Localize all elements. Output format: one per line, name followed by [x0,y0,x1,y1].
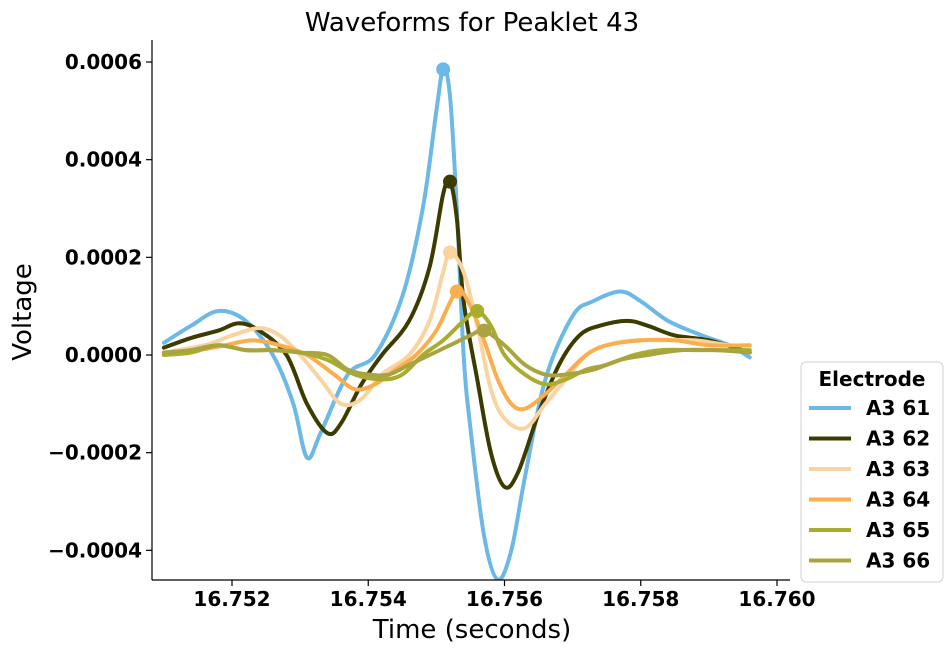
legend-label: A3 62 [866,427,930,451]
peak-marker-a3-65 [470,304,485,319]
x-tick-label: 16.752 [193,587,270,611]
legend-title: Electrode [819,367,926,391]
y-tick-label: −0.0004 [48,538,142,562]
legend-label: A3 63 [866,457,930,481]
legend-box [800,361,944,583]
x-tick-label: 16.754 [330,587,407,611]
y-ticks: −0.0004 −0.0002 0.0000 0.0002 0.0004 0.0006 [48,50,152,562]
series-line-a3-62 [161,177,752,490]
legend-label: A3 65 [866,518,930,542]
x-tick-label: 16.756 [466,587,543,611]
y-tick-label: 0.0002 [65,245,142,269]
x-tick-label: 16.760 [738,587,815,611]
peak-marker-a3-66 [477,323,492,338]
y-tick-label: −0.0002 [48,441,142,465]
series-line-a3-64 [161,288,752,412]
x-tick-label: 16.758 [602,587,679,611]
peak-marker-a3-62 [443,174,457,189]
peak-marker-a3-61 [436,62,451,77]
peak-marker-a3-63 [443,245,457,260]
y-tick-label: 0.0006 [65,50,142,74]
axes [151,40,790,581]
x-ticks: 16.752 16.754 16.756 16.758 16.760 [193,580,816,611]
chart-title: Waveforms for Peaklet 43 [305,8,639,38]
legend-label: A3 64 [866,488,930,512]
legend-label: A3 66 [866,549,930,573]
legend: Electrode A3 61 A3 62 A3 63 A3 64 A3 65 A3 66 [800,361,944,583]
x-axis-label: Time (seconds) [372,615,571,645]
series-line-a3-66 [161,328,752,378]
y-tick-label: 0.0004 [65,148,142,172]
legend-label: A3 61 [866,396,930,420]
y-axis-label: Voltage [8,263,38,361]
peak-marker-a3-64 [449,284,464,299]
y-tick-label: 0.0000 [65,343,142,367]
legend-entries: A3 61 A3 62 A3 63 A3 64 A3 65 A3 66 [809,396,930,573]
series-line-a3-65 [161,309,752,387]
plot-area [161,62,752,580]
